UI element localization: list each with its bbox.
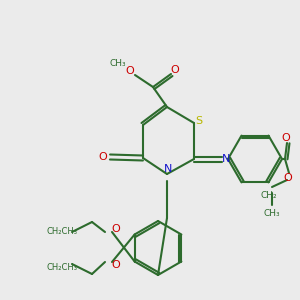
Text: N: N bbox=[164, 164, 172, 174]
Text: N: N bbox=[222, 154, 230, 164]
Text: O: O bbox=[282, 133, 290, 143]
Text: O: O bbox=[171, 65, 179, 75]
Text: CH₂CH₃: CH₂CH₃ bbox=[46, 262, 77, 272]
Text: CH₂: CH₂ bbox=[261, 190, 277, 200]
Text: CH₃: CH₃ bbox=[110, 58, 126, 68]
Text: O: O bbox=[284, 173, 292, 183]
Text: CH₂CH₃: CH₂CH₃ bbox=[46, 227, 77, 236]
Text: CH₃: CH₃ bbox=[264, 208, 280, 217]
Text: O: O bbox=[112, 224, 120, 234]
Text: O: O bbox=[112, 260, 120, 270]
Text: O: O bbox=[126, 66, 134, 76]
Text: S: S bbox=[195, 116, 203, 126]
Text: O: O bbox=[99, 152, 107, 162]
